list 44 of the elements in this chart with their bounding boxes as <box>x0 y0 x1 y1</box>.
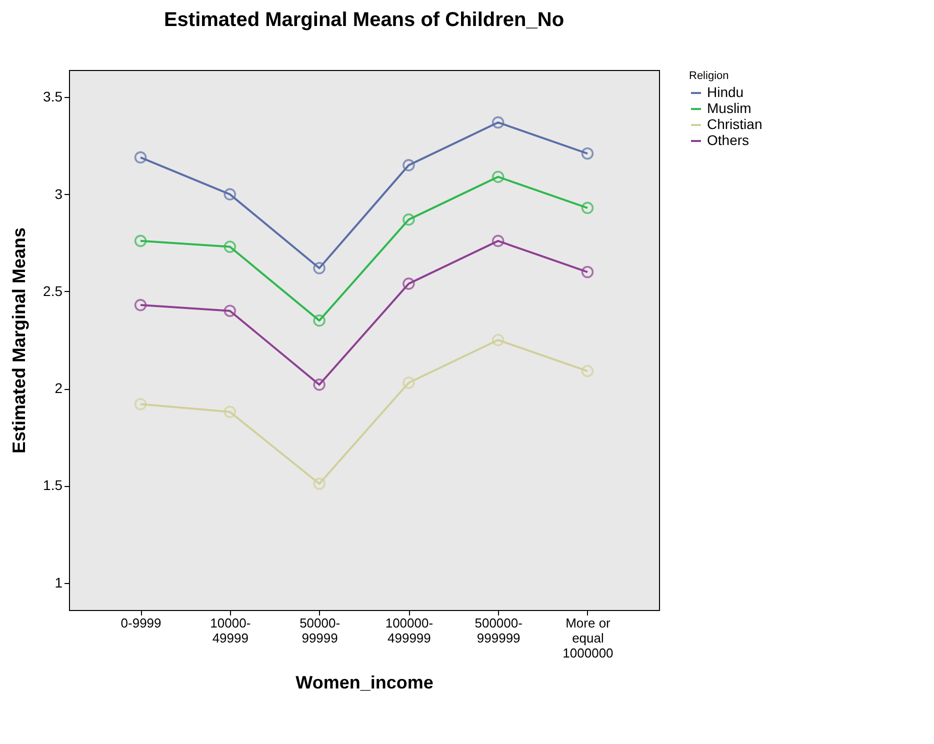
point <box>492 116 504 129</box>
legend-label: Muslim <box>707 100 752 116</box>
point <box>581 202 594 214</box>
point <box>224 304 236 317</box>
y-tick-label: 3 <box>54 186 63 202</box>
point <box>313 314 326 327</box>
x-axis-title: Women_income <box>296 672 434 692</box>
legend-label: Hindu <box>707 84 744 100</box>
point <box>313 478 326 490</box>
point <box>492 334 504 346</box>
legend-label: Others <box>707 132 750 148</box>
point <box>224 188 236 200</box>
point <box>134 151 147 164</box>
x-tick-label: 10000- 49999 <box>210 616 251 646</box>
point <box>134 398 147 410</box>
point <box>402 159 415 172</box>
legend-title: Religion <box>689 70 729 82</box>
point <box>402 278 415 290</box>
y-tick-label: 1.5 <box>43 477 63 494</box>
point <box>224 240 236 253</box>
legend-label: Christian <box>707 116 762 132</box>
point <box>134 298 147 312</box>
point <box>134 234 147 248</box>
y-tick-label: 2.5 <box>43 282 63 299</box>
y-tick-label: 3.5 <box>43 88 63 105</box>
point <box>492 234 504 248</box>
x-tick-label: More or equal 1000000 <box>562 616 614 660</box>
point <box>581 266 594 278</box>
point <box>313 262 326 274</box>
point <box>313 378 326 391</box>
point <box>402 213 415 226</box>
y-tick-label: 1 <box>54 574 63 590</box>
point <box>581 147 594 160</box>
y-axis-title: Estimated Marginal Means <box>9 227 30 454</box>
y-tick-label: 2 <box>54 380 63 396</box>
x-tick-label: 0-9999 <box>120 616 162 630</box>
x-tick-label: 500000- 999999 <box>474 616 522 646</box>
point <box>224 406 236 418</box>
point <box>581 364 594 378</box>
point <box>492 170 504 183</box>
x-tick-label: 50000- 99999 <box>300 616 340 646</box>
point <box>402 376 415 389</box>
chart-title: Estimated Marginal Means of Children_No <box>164 9 564 31</box>
x-tick-label: 100000- 499999 <box>385 616 434 646</box>
